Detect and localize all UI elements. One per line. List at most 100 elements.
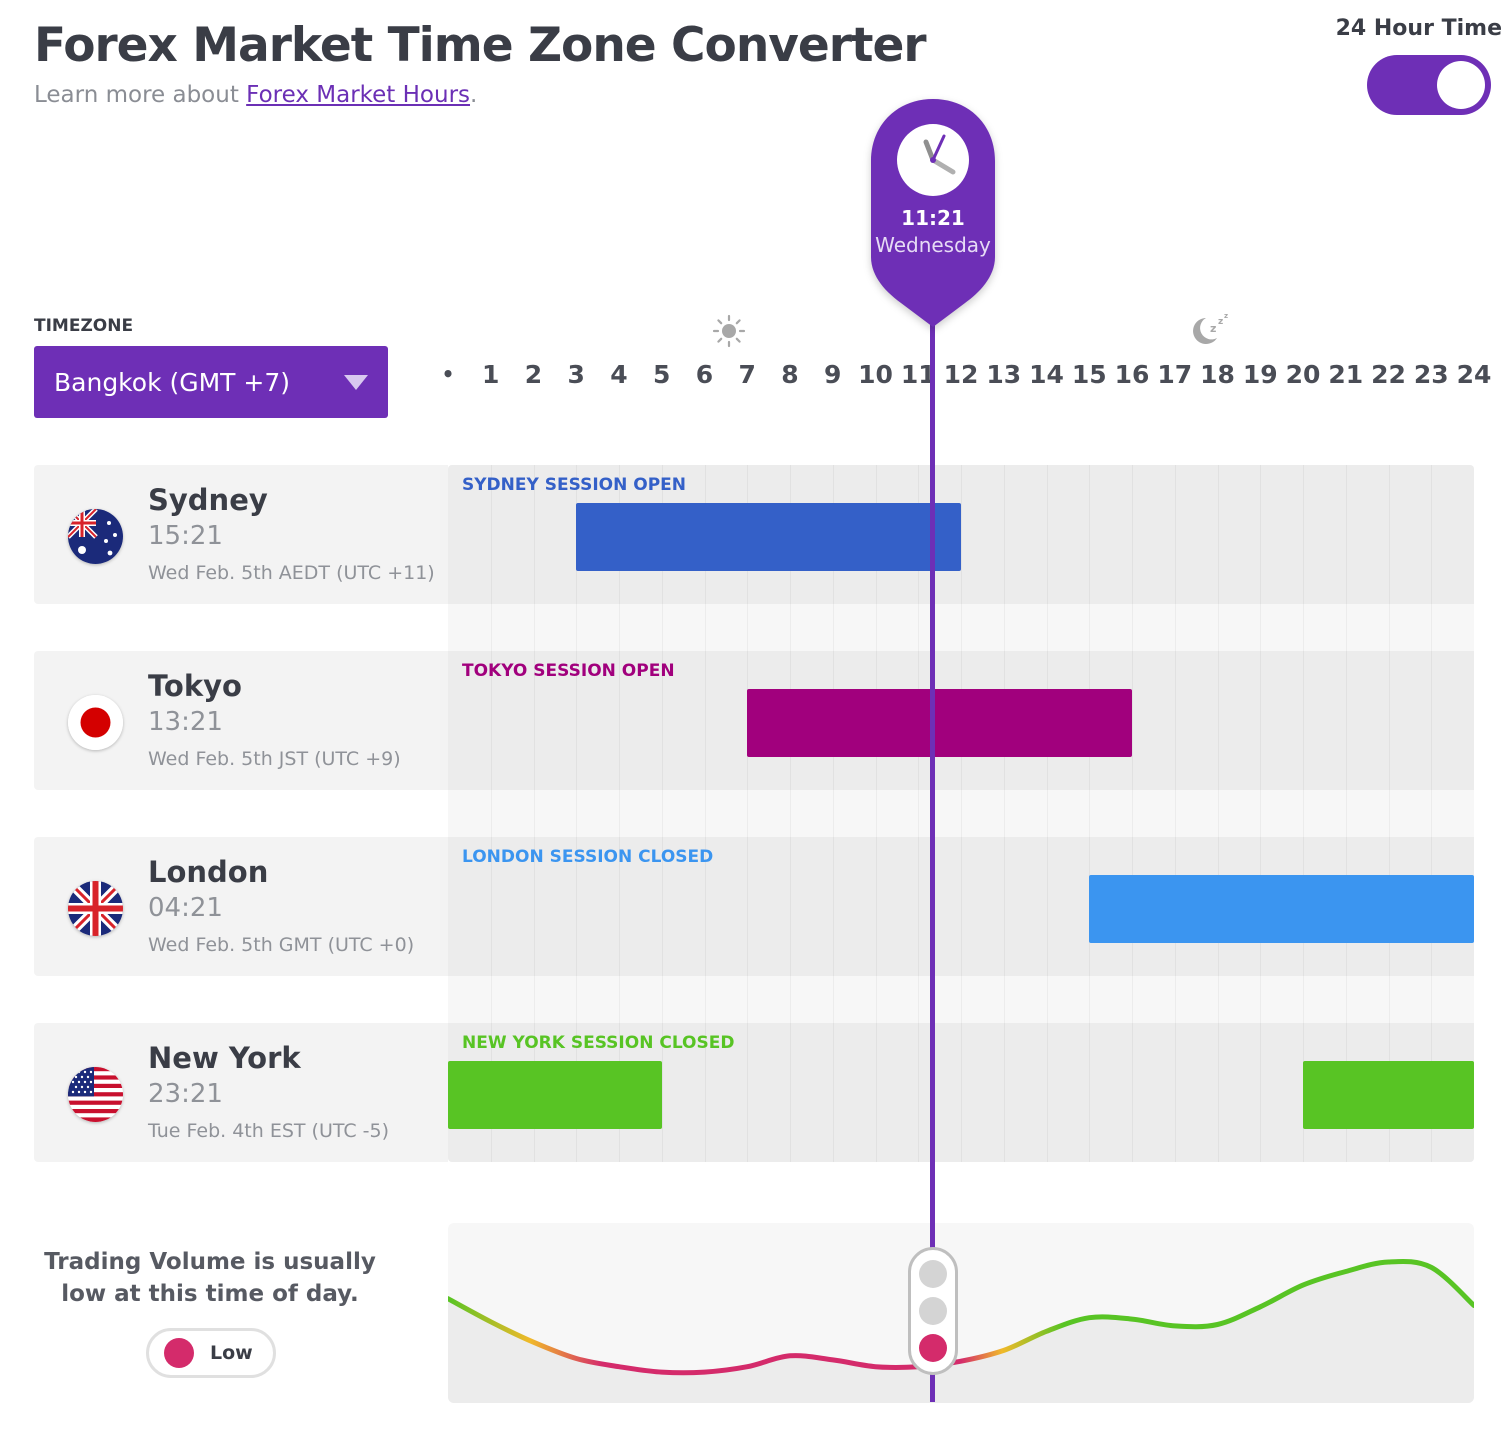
forex-market-hours-link[interactable]: Forex Market Hours [246, 82, 471, 108]
city-card-london: London 04:21 Wed Feb. 5th GMT (UTC +0) [34, 837, 448, 976]
clock-icon [897, 124, 969, 196]
hour-tick: 4 [610, 360, 628, 389]
timezone-label: TIMEZONE [34, 316, 134, 336]
svg-text:z: z [1210, 322, 1216, 335]
city-name: London [148, 855, 269, 889]
traffic-light-high [919, 1260, 947, 1288]
current-day: Wednesday [875, 233, 991, 257]
hour-tick: 14 [1029, 360, 1064, 389]
grid-hour-line [1345, 465, 1347, 1162]
current-time-line [930, 300, 935, 1402]
volume-level-dot [164, 1338, 194, 1368]
session-bar-new-york [1303, 1061, 1474, 1129]
grid-hour-line [619, 465, 620, 1162]
hour-tick: 20 [1285, 360, 1321, 389]
session-bar-new-york [448, 1061, 662, 1129]
page-title: Forex Market Time Zone Converter [34, 18, 926, 73]
volume-traffic-light [908, 1247, 958, 1375]
grid-hour-line [1003, 465, 1005, 1162]
australia-flag-icon [68, 509, 123, 564]
current-time: 11:21 [901, 206, 965, 230]
svg-text:z: z [1218, 317, 1223, 327]
volume-curve [448, 1258, 1474, 1376]
toggle-knob [1437, 61, 1485, 109]
hour-tick: 8 [781, 360, 799, 389]
hour-tick: 11 [900, 360, 936, 389]
city-date: Wed Feb. 5th GMT (UTC +0) [148, 934, 415, 956]
hour-tick: 9 [824, 360, 842, 389]
hour-axis: • 1 2 3 4 5 6 7 8 9 10 11 12 13 14 15 16 17 18 19 20 21 22 23 24 [426, 360, 1496, 400]
usa-flag-icon [68, 1067, 123, 1122]
hour-tick: 24 [1456, 360, 1492, 389]
timezone-select[interactable]: Bangkok (GMT +7) [34, 346, 388, 418]
hour-tick: 3 [567, 360, 585, 389]
grid-hour-line [875, 465, 877, 1162]
hour-tick: 12 [943, 360, 979, 389]
svg-text:z: z [1224, 312, 1228, 320]
city-time: 04:21 [148, 893, 223, 923]
traffic-light-low [919, 1334, 947, 1362]
timezone-selected-value: Bangkok (GMT +7) [54, 367, 291, 397]
session-status-sydney: SYDNEY SESSION OPEN [462, 475, 686, 495]
grid-hour-line [1089, 465, 1091, 1162]
hour-tick: 22 [1371, 360, 1406, 389]
grid-hour-line [961, 465, 962, 1162]
city-time: 15:21 [148, 521, 223, 551]
session-bar-sydney [576, 503, 961, 571]
hour-tick: 6 [695, 360, 714, 389]
grid-hour-line [490, 465, 492, 1162]
24-hour-toggle[interactable] [1367, 55, 1491, 115]
grid-hour-line [1431, 465, 1433, 1162]
grid-hour-line [1046, 465, 1048, 1162]
session-bar-tokyo [747, 689, 1132, 757]
grid-hour-line [1260, 465, 1262, 1162]
grid-hour-line [704, 465, 706, 1162]
traffic-light-medium [919, 1297, 947, 1325]
volume-level-label: Low [210, 1342, 253, 1364]
city-date: Wed Feb. 5th JST (UTC +9) [148, 748, 401, 770]
grid-hour-line [576, 465, 578, 1162]
hour-tick: 2 [524, 360, 543, 389]
city-time: 13:21 [148, 707, 223, 737]
hour-tick: 21 [1328, 360, 1364, 389]
caret-down-icon [344, 374, 368, 390]
volume-message: Trading Volume is usually low at this ti… [44, 1249, 376, 1307]
city-date: Tue Feb. 4th EST (UTC -5) [148, 1120, 390, 1142]
hour-tick: • [441, 362, 455, 386]
hour-tick: 18 [1200, 360, 1235, 389]
session-status-new-york: NEW YORK SESSION CLOSED [462, 1033, 735, 1053]
hour-tick: 15 [1071, 360, 1107, 389]
moon-sleep-icon: z z z [1193, 312, 1228, 344]
grid-hour-line [1132, 465, 1133, 1162]
city-time: 23:21 [148, 1079, 223, 1109]
session-grid [448, 465, 1474, 1162]
hour-tick: 7 [738, 360, 756, 389]
page-subtitle: Learn more about Forex Market Hours. [34, 82, 478, 108]
grid-hour-line [832, 465, 834, 1162]
grid-hour-line [747, 465, 749, 1162]
grid-hour-line [661, 465, 663, 1162]
volume-level-badge: Low [146, 1328, 276, 1378]
grid-hour-line [1174, 465, 1176, 1162]
grid-hour-line [1303, 465, 1304, 1162]
grid-hour-line [1217, 465, 1219, 1162]
city-card-tokyo: Tokyo 13:21 Wed Feb. 5th JST (UTC +9) [34, 651, 448, 790]
grid-hour-line [1388, 465, 1390, 1162]
city-card-sydney: Sydney 15:21 Wed Feb. 5th AEDT (UTC +11) [34, 465, 448, 604]
volume-area [448, 1261, 1474, 1403]
session-status-tokyo: TOKYO SESSION OPEN [462, 661, 675, 681]
city-name: New York [148, 1041, 301, 1075]
grid-hour-line [533, 465, 535, 1162]
hour-tick: 1 [482, 360, 500, 389]
hour-tick: 5 [653, 360, 671, 389]
hour-tick: 19 [1242, 360, 1278, 389]
uk-flag-icon [68, 881, 123, 936]
sun-icon [712, 314, 746, 348]
grid-hour-line [790, 465, 791, 1162]
session-status-london: LONDON SESSION CLOSED [462, 847, 714, 867]
grid-hour-line [918, 465, 920, 1162]
city-name: Tokyo [148, 669, 242, 703]
city-name: Sydney [148, 483, 268, 517]
session-bar-london [1089, 875, 1474, 943]
hour-tick: 23 [1413, 360, 1449, 389]
